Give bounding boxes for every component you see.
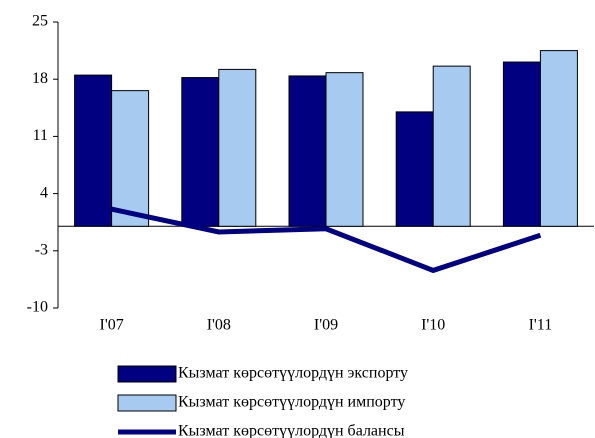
bar xyxy=(432,65,471,227)
bar xyxy=(288,75,327,227)
legend-label: Кызмат көрсөтүүлордүн импорту xyxy=(178,394,405,411)
bar xyxy=(539,50,578,227)
legend-swatch xyxy=(117,394,177,412)
bar xyxy=(181,77,220,227)
x-tick-label: I'07 xyxy=(99,317,123,334)
bar xyxy=(325,72,364,227)
legend-label: Кызмат көрсөтүүлордүн экспорту xyxy=(178,365,408,382)
bar xyxy=(111,90,150,227)
bar xyxy=(218,68,257,227)
bar xyxy=(74,74,113,227)
x-tick-label: I'11 xyxy=(529,317,553,334)
y-tick-label: 4 xyxy=(40,184,48,201)
x-tick-label: I'09 xyxy=(314,317,338,334)
x-tick-label: I'08 xyxy=(207,317,231,334)
bar xyxy=(395,111,434,227)
bar xyxy=(502,61,541,227)
y-tick-label: 18 xyxy=(32,70,48,87)
y-tick-label: -3 xyxy=(35,241,48,258)
line xyxy=(111,206,542,274)
y-tick-label: 25 xyxy=(32,13,48,30)
legend-label: Кызмат көрсөтүүлордүн балансы xyxy=(178,423,405,438)
y-tick-label: 11 xyxy=(33,127,48,144)
y-tick-label: -10 xyxy=(27,299,48,316)
x-tick-label: I'10 xyxy=(421,317,445,334)
legend-swatch xyxy=(117,365,177,383)
